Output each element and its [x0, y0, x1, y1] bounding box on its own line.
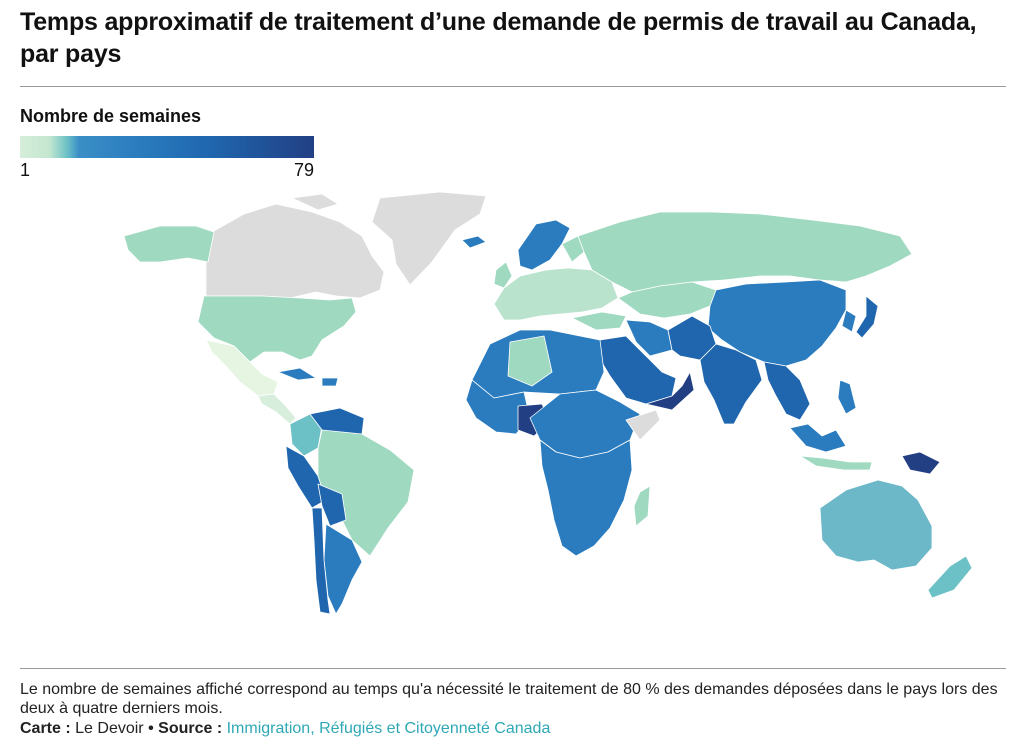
central-america[interactable]: [257, 393, 297, 425]
legend-title: Nombre de semaines: [20, 106, 202, 126]
usa[interactable]: [197, 295, 357, 363]
united-kingdom[interactable]: [493, 261, 513, 289]
new-zealand[interactable]: [927, 555, 973, 599]
source-label: Source :: [158, 720, 223, 737]
credits-line: Carte : Le Devoir • Source : Immigration…: [20, 719, 550, 739]
map-credit-label: Carte :: [20, 720, 71, 737]
chart-title: Temps approximatif de traitement d’une d…: [20, 8, 977, 68]
southeast-asia[interactable]: [763, 361, 811, 421]
methodology-note: Le nombre de semaines affiché correspond…: [20, 681, 998, 717]
peru[interactable]: [285, 445, 327, 509]
chile[interactable]: [311, 507, 331, 615]
brazil[interactable]: [317, 429, 415, 557]
philippines[interactable]: [837, 379, 857, 415]
japan[interactable]: [855, 295, 879, 339]
sumatra-borneo[interactable]: [789, 423, 847, 453]
west-africa[interactable]: [465, 379, 531, 435]
china[interactable]: [707, 279, 847, 367]
greenland[interactable]: [371, 191, 487, 286]
credit-separator: •: [148, 720, 154, 737]
source-link[interactable]: Immigration, Réfugiés et Citoyenneté Can…: [226, 720, 551, 737]
madagascar[interactable]: [633, 485, 651, 527]
top-divider: [20, 86, 1006, 87]
indonesia-islands[interactable]: [799, 455, 873, 471]
iceland[interactable]: [461, 235, 487, 249]
arctic-island[interactable]: [291, 193, 339, 211]
legend-color-scale: [20, 136, 314, 158]
bolivia[interactable]: [317, 483, 347, 527]
australia[interactable]: [819, 479, 933, 571]
world-choropleth-map: [123, 191, 973, 615]
canada[interactable]: [205, 203, 385, 299]
turkey[interactable]: [571, 311, 627, 331]
cuba[interactable]: [277, 367, 317, 381]
russia[interactable]: [577, 211, 913, 293]
legend-min-label: 1: [20, 160, 31, 180]
oman-yemen[interactable]: [645, 371, 695, 411]
legend-max-label: 79: [293, 160, 314, 180]
papua-new-guinea[interactable]: [901, 451, 941, 475]
europe[interactable]: [493, 267, 619, 321]
india[interactable]: [699, 343, 763, 425]
horn-of-africa[interactable]: [625, 409, 661, 441]
algeria[interactable]: [507, 335, 553, 387]
map-credit: Le Devoir: [75, 720, 144, 737]
korea[interactable]: [841, 309, 857, 333]
southern-africa[interactable]: [539, 439, 633, 557]
hispaniola[interactable]: [321, 377, 339, 387]
bottom-divider: [20, 668, 1006, 669]
usa-alaska[interactable]: [123, 225, 215, 263]
